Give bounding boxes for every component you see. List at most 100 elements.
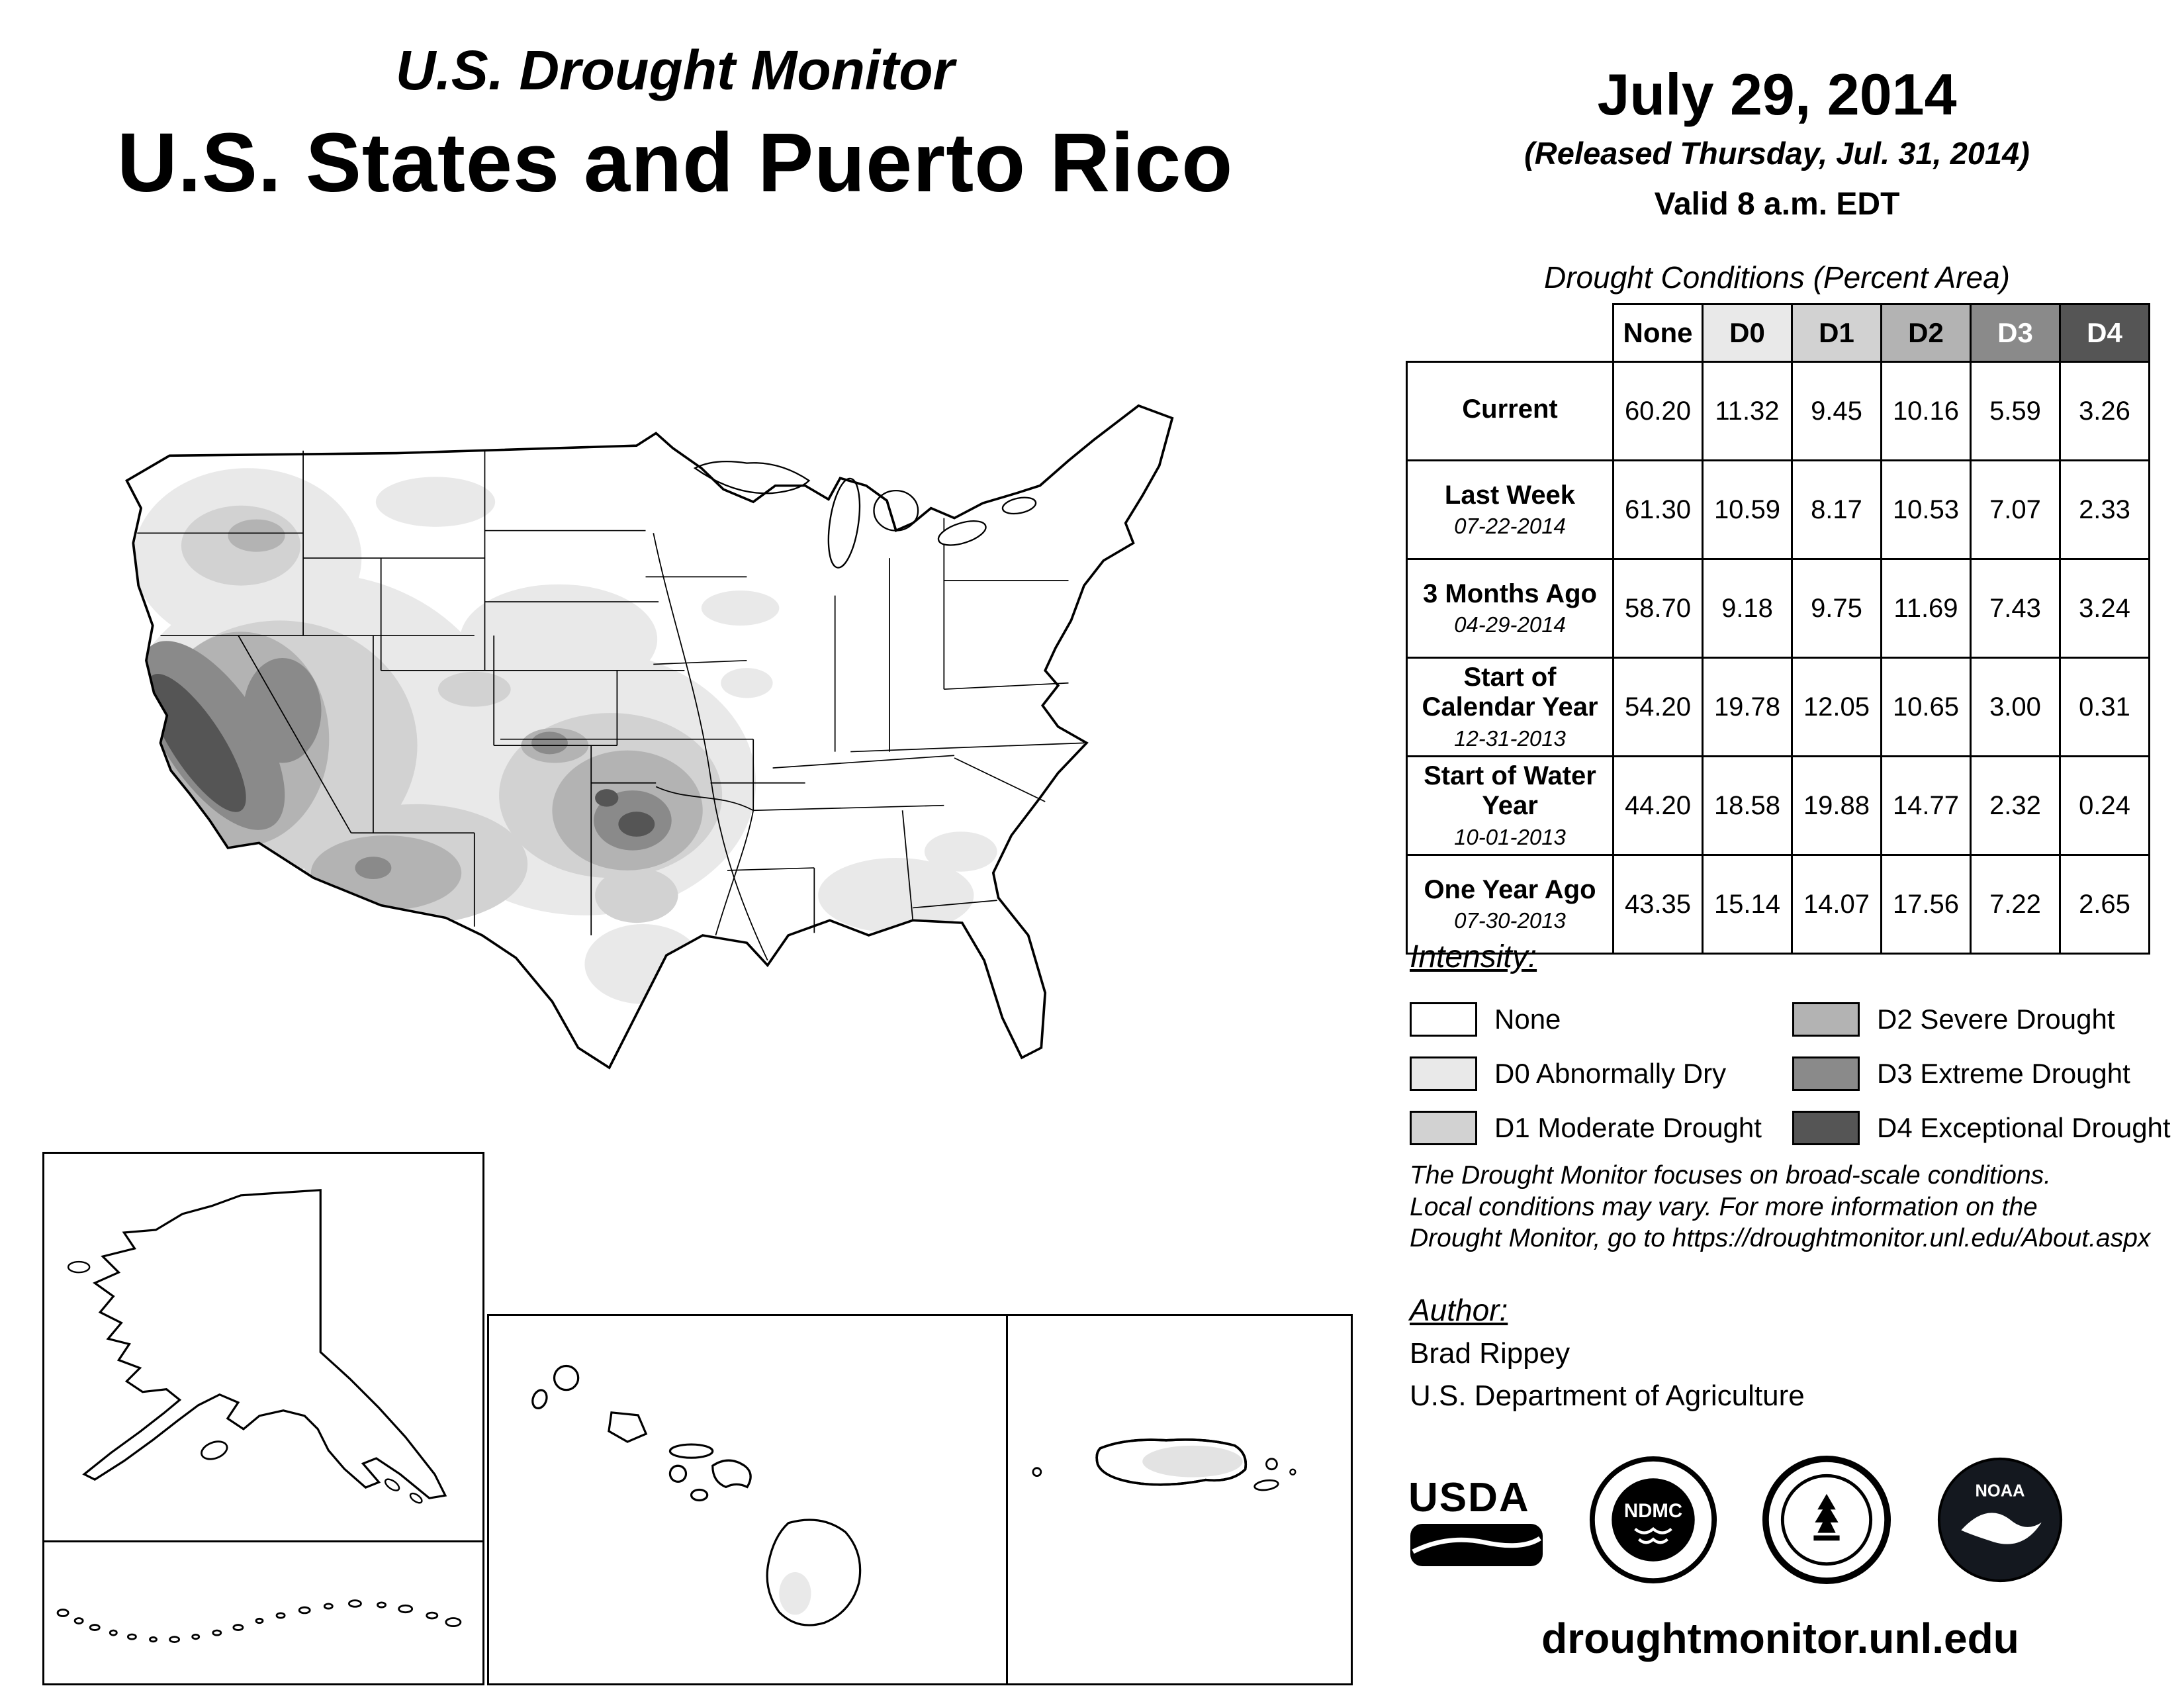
- value-cell: 11.69: [1880, 558, 1972, 659]
- value-cell: 2.65: [2059, 854, 2150, 955]
- kahoolawe-island: [690, 1488, 709, 1502]
- oahu-island: [608, 1411, 648, 1443]
- legend-item-d2: D2 Severe Drought: [1792, 1002, 2171, 1037]
- value-cell: 7.07: [1970, 459, 2061, 560]
- table-corner: [1406, 304, 1614, 362]
- row-label-cell: Current: [1406, 361, 1614, 461]
- row-label-cell: Start of Water Year 10-01-2013: [1406, 755, 1614, 856]
- alaska-outline: [82, 1189, 447, 1499]
- col-header-none: None: [1612, 303, 1704, 363]
- date-block: July 29, 2014 (Released Thursday, Jul. 3…: [1403, 61, 2151, 222]
- value-cell: 8.17: [1791, 459, 1882, 560]
- legend-grid: None D0 Abnormally Dry D1 Moderate Droug…: [1410, 992, 2171, 1155]
- row-date: 10-01-2013: [1454, 824, 1566, 849]
- table-row-one-year-ago: One Year Ago 07-30-2013 43.35 15.14 14.0…: [1406, 854, 2150, 955]
- valid-time: Valid 8 a.m. EDT: [1654, 187, 1900, 222]
- value-cell: 14.77: [1880, 755, 1972, 856]
- value-cell: 9.45: [1791, 361, 1882, 461]
- legend-label: None: [1494, 1004, 1561, 1035]
- value-cell: 10.16: [1880, 361, 1972, 461]
- niihau-island: [531, 1389, 548, 1409]
- alaska-map: [67, 1189, 447, 1504]
- value-cell: 3.00: [1970, 657, 2061, 757]
- value-cell: 9.75: [1791, 558, 1882, 659]
- value-cell: 3.24: [2059, 558, 2150, 659]
- row-date: 12-31-2013: [1454, 726, 1566, 751]
- alaska-inset-box: [42, 1152, 484, 1544]
- hawaii-map: [531, 1364, 862, 1626]
- noaa-logo-text: NOAA: [1976, 1482, 2025, 1501]
- great-lakes: [693, 460, 1037, 569]
- released-date: (Released Thursday, Jul. 31, 2014): [1524, 136, 2030, 171]
- value-cell: 54.20: [1612, 657, 1704, 757]
- puerto-rico-inset-box: [1006, 1314, 1353, 1685]
- lanai-island: [668, 1464, 688, 1483]
- col-header-d2: D2: [1880, 303, 1972, 363]
- row-label-cell: One Year Ago 07-30-2013: [1406, 854, 1614, 955]
- col-header-d3: D3: [1970, 303, 2061, 363]
- value-cell: 17.56: [1880, 854, 1972, 955]
- drought-shading-layer: [126, 468, 997, 1004]
- kodiak-island: [201, 1440, 228, 1460]
- kauai-island: [553, 1364, 580, 1391]
- legend-label: D4 Exceptional Drought: [1877, 1112, 2171, 1143]
- value-cell: 10.59: [1702, 459, 1793, 560]
- page-title: U.S. States and Puerto Rico: [116, 116, 1234, 209]
- kicker-title: U.S. Drought Monitor: [395, 39, 955, 101]
- noaa-gull-icon: [1961, 1513, 2042, 1544]
- mona-island: [1032, 1467, 1042, 1477]
- value-cell: 60.20: [1612, 361, 1704, 461]
- author-org: U.S. Department of Agriculture: [1410, 1380, 1805, 1412]
- col-header-d4: D4: [2059, 303, 2150, 363]
- disclaimer-line: Drought Monitor, go to https://droughtmo…: [1410, 1224, 2151, 1253]
- author-heading: Author:: [1410, 1293, 1508, 1327]
- usda-logo-text: USDA: [1408, 1474, 1530, 1521]
- table-row-3-months-ago: 3 Months Ago 04-29-2014 58.70 9.18 9.75 …: [1406, 558, 2150, 659]
- maui-island: [711, 1459, 752, 1489]
- drought-conditions-table: None D0 D1 D2 D3 D4 Current 60.20 11.32 …: [1406, 303, 2150, 955]
- row-date: 07-22-2014: [1454, 514, 1566, 539]
- legend-item-d0: D0 Abnormally Dry: [1410, 1056, 1792, 1091]
- legend-item-none: None: [1410, 1002, 1792, 1037]
- department-of-commerce-seal: [1762, 1455, 1891, 1585]
- aleutian-islands-map: [56, 1599, 462, 1644]
- vieques-island: [1253, 1479, 1279, 1491]
- row-label: Start of Water Year: [1424, 761, 1596, 820]
- row-label-cell: Last Week 07-22-2014: [1406, 459, 1614, 560]
- table-header-row: None D0 D1 D2 D3 D4: [1406, 303, 2150, 363]
- value-cell: 44.20: [1612, 755, 1704, 856]
- value-cell: 15.14: [1702, 854, 1793, 955]
- value-cell: 2.32: [1970, 755, 2061, 856]
- table-row-last-week: Last Week 07-22-2014 61.30 10.59 8.17 10…: [1406, 459, 2150, 560]
- d3-swatch: [1792, 1056, 1860, 1091]
- table-title: Drought Conditions (Percent Area): [1544, 260, 2010, 295]
- row-label: Start of Calendar Year: [1422, 663, 1598, 722]
- disclaimer-text: The Drought Monitor focuses on broad-sca…: [1410, 1160, 2177, 1254]
- value-cell: 2.33: [2059, 459, 2150, 560]
- d4-swatch: [1792, 1111, 1860, 1145]
- table-row-start-water-year: Start of Water Year 10-01-2013 44.20 18.…: [1406, 755, 2150, 856]
- aleutian-island-chain: [56, 1599, 462, 1644]
- table-row-start-calendar-year: Start of Calendar Year 12-31-2013 54.20 …: [1406, 657, 2150, 757]
- value-cell: 14.07: [1791, 854, 1882, 955]
- usda-swoosh-icon: [1410, 1523, 1543, 1566]
- value-cell: 0.24: [2059, 755, 2150, 856]
- value-cell: 3.26: [2059, 361, 2150, 461]
- molokai-island: [668, 1443, 714, 1459]
- row-label: 3 Months Ago: [1423, 579, 1597, 608]
- site-url: droughtmonitor.unl.edu: [1541, 1615, 2019, 1662]
- value-cell: 43.35: [1612, 854, 1704, 955]
- conus-drought-map: [125, 404, 1174, 1070]
- value-cell: 0.31: [2059, 657, 2150, 757]
- legend-title: Intensity:: [1410, 939, 1537, 974]
- value-cell: 5.59: [1970, 361, 2061, 461]
- value-cell: 10.53: [1880, 459, 1972, 560]
- ndmc-logo: NDMC: [1589, 1456, 1717, 1584]
- row-label-cell: Start of Calendar Year 12-31-2013: [1406, 657, 1614, 757]
- disclaimer-line: The Drought Monitor focuses on broad-sca…: [1410, 1161, 2052, 1190]
- legend-item-d3: D3 Extreme Drought: [1792, 1056, 2171, 1091]
- ndmc-logo-text: NDMC: [1624, 1500, 1682, 1522]
- d2-swatch: [1792, 1002, 1860, 1037]
- legend-item-d1: D1 Moderate Drought: [1410, 1111, 1792, 1145]
